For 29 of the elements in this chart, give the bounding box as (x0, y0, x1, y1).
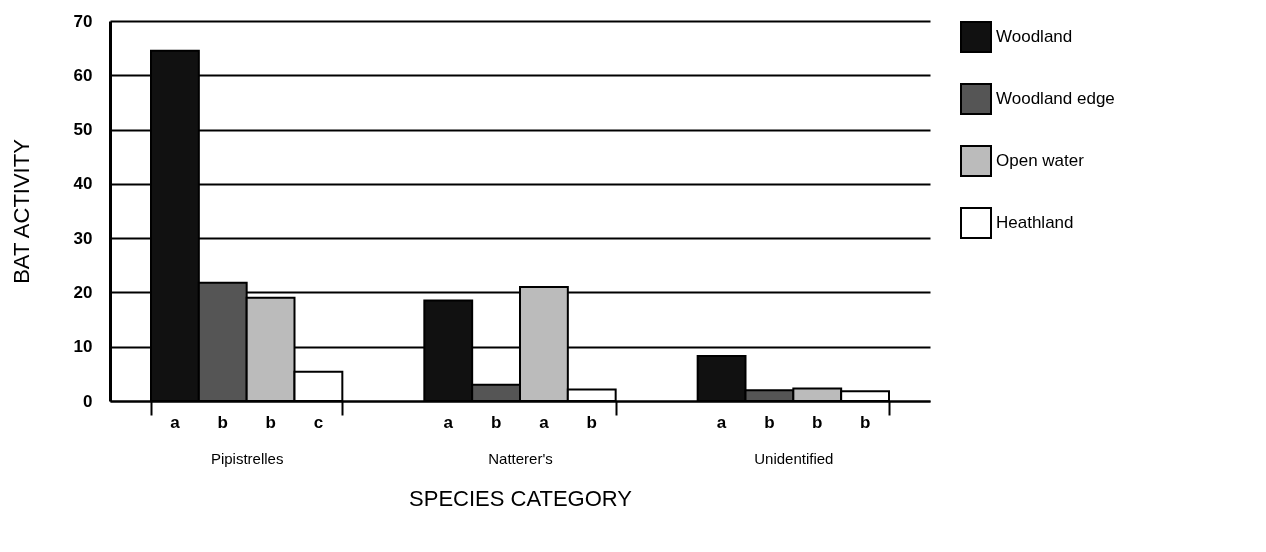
x-tick-label: Natterer's (488, 449, 553, 467)
legend-label: Woodland edge (996, 89, 1115, 108)
y-tick-label: 30 (73, 228, 93, 248)
text: b (859, 413, 871, 432)
text: a (539, 413, 550, 432)
text: b (265, 413, 276, 432)
x-tick-label: Unidentified (754, 449, 834, 467)
text: a (716, 413, 727, 432)
legend-label: Heathland (996, 213, 1074, 232)
text: a (170, 413, 181, 432)
text: c (313, 413, 324, 432)
y-tick-label: 0 (83, 391, 93, 411)
text: a (443, 413, 454, 432)
y-axis-title: BAT ACTIVITY (8, 138, 34, 284)
legend-label: Woodland (996, 27, 1073, 46)
text: b (812, 413, 823, 432)
y-tick-label: 70 (73, 11, 93, 31)
text: b (217, 413, 228, 432)
y-tick-label: 10 (73, 337, 93, 357)
text: b (490, 413, 502, 432)
y-tick-label: 40 (73, 174, 93, 194)
text: b (586, 413, 597, 432)
x-axis-title: SPECIES CATEGORY (409, 485, 633, 511)
y-tick-label: 60 (73, 65, 93, 85)
y-tick-label: 50 (73, 120, 93, 140)
y-tick-label: 20 (73, 282, 93, 302)
legend-label: Open water (996, 151, 1085, 170)
text: b (764, 413, 775, 432)
x-tick-label: Pipistrelles (210, 449, 284, 467)
